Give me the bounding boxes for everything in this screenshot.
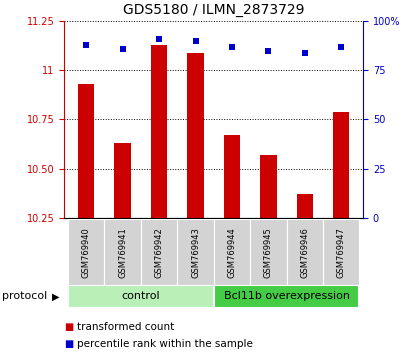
Text: protocol: protocol xyxy=(2,291,47,302)
Text: ■: ■ xyxy=(64,339,73,349)
Text: GSM769944: GSM769944 xyxy=(227,227,237,278)
Text: GSM769947: GSM769947 xyxy=(337,227,346,278)
Bar xyxy=(115,143,131,218)
Point xyxy=(83,42,90,48)
Point xyxy=(229,44,235,50)
Text: GSM769942: GSM769942 xyxy=(154,227,164,278)
Bar xyxy=(224,135,240,218)
Text: GSM769941: GSM769941 xyxy=(118,227,127,278)
Bar xyxy=(297,194,313,218)
Point xyxy=(338,44,344,50)
Bar xyxy=(250,219,287,285)
Text: ■: ■ xyxy=(64,322,73,332)
Text: Bcl11b overexpression: Bcl11b overexpression xyxy=(224,291,349,302)
Point xyxy=(119,46,126,52)
Bar xyxy=(105,219,141,285)
Bar xyxy=(260,155,276,218)
Bar xyxy=(323,219,359,285)
Title: GDS5180 / ILMN_2873729: GDS5180 / ILMN_2873729 xyxy=(123,4,305,17)
Text: control: control xyxy=(122,291,160,302)
Bar xyxy=(287,219,323,285)
Bar xyxy=(214,285,359,308)
Bar xyxy=(141,219,177,285)
Point xyxy=(265,48,272,53)
Bar xyxy=(177,219,214,285)
Bar xyxy=(214,219,250,285)
Bar xyxy=(333,112,349,218)
Text: GSM769943: GSM769943 xyxy=(191,227,200,278)
Text: percentile rank within the sample: percentile rank within the sample xyxy=(77,339,253,349)
Point xyxy=(192,38,199,44)
Text: GSM769940: GSM769940 xyxy=(82,227,91,278)
Point xyxy=(302,50,308,56)
Point xyxy=(156,36,162,42)
Bar xyxy=(68,285,214,308)
Bar xyxy=(78,84,94,218)
Text: transformed count: transformed count xyxy=(77,322,174,332)
Bar xyxy=(68,219,105,285)
Text: GSM769946: GSM769946 xyxy=(300,227,309,278)
Bar xyxy=(187,53,204,218)
Text: GSM769945: GSM769945 xyxy=(264,227,273,278)
Bar xyxy=(151,45,167,218)
Text: ▶: ▶ xyxy=(52,291,60,302)
